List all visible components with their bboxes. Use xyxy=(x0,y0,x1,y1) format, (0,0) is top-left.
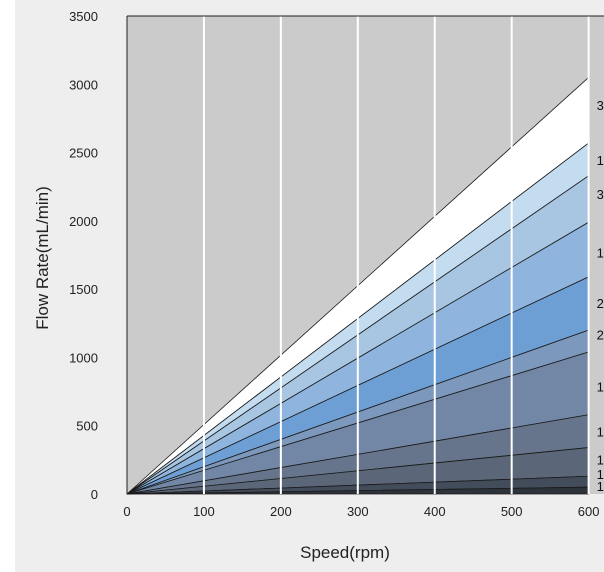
y-tick-label-3500: 3500 xyxy=(69,9,98,24)
y-tick-label-1000: 1000 xyxy=(69,350,98,365)
series-label-25: 25# xyxy=(597,328,604,343)
series-label-36: 36# xyxy=(597,98,604,113)
y-tick-label-500: 500 xyxy=(76,419,98,434)
x-axis-title: Speed(rpm) xyxy=(300,543,390,562)
x-tick-label-500: 500 xyxy=(501,504,523,519)
x-tick-label-400: 400 xyxy=(424,504,446,519)
axes: 0 100 200 300 400 500 600 0 500 1000 1500 2000 2500 3… xyxy=(69,9,604,519)
series-label-13: 13# xyxy=(597,479,604,494)
series-label-15: 15# xyxy=(597,379,604,394)
x-tick-label-200: 200 xyxy=(270,504,292,519)
series-label-14: 14# xyxy=(597,467,604,482)
series-labels: 36# 18# 35# 17# 24# 25# 15# 16# 19#14#13# xyxy=(597,98,604,494)
series-label-19: 19# xyxy=(597,453,604,468)
series-label-24: 24# xyxy=(597,296,604,311)
x-tick-label-300: 300 xyxy=(347,504,369,519)
x-tick-label-0: 0 xyxy=(123,504,130,519)
y-tick-label-3000: 3000 xyxy=(69,77,98,92)
series-label-16: 16# xyxy=(597,425,604,440)
y-tick-label-0: 0 xyxy=(91,487,98,502)
y-tick-label-2000: 2000 xyxy=(69,214,98,229)
x-tick-label-100: 100 xyxy=(193,504,215,519)
y-tick-label-2500: 2500 xyxy=(69,146,98,161)
series-label-18: 18# xyxy=(597,153,604,168)
series-label-17: 17# xyxy=(597,246,604,261)
x-tick-label-600: 600 xyxy=(578,504,600,519)
gridlines xyxy=(202,16,590,494)
series-label-35: 35# xyxy=(597,187,604,202)
y-tick-label-1500: 1500 xyxy=(69,282,98,297)
y-axis-title: Flow Rate(mL/min) xyxy=(33,186,52,330)
